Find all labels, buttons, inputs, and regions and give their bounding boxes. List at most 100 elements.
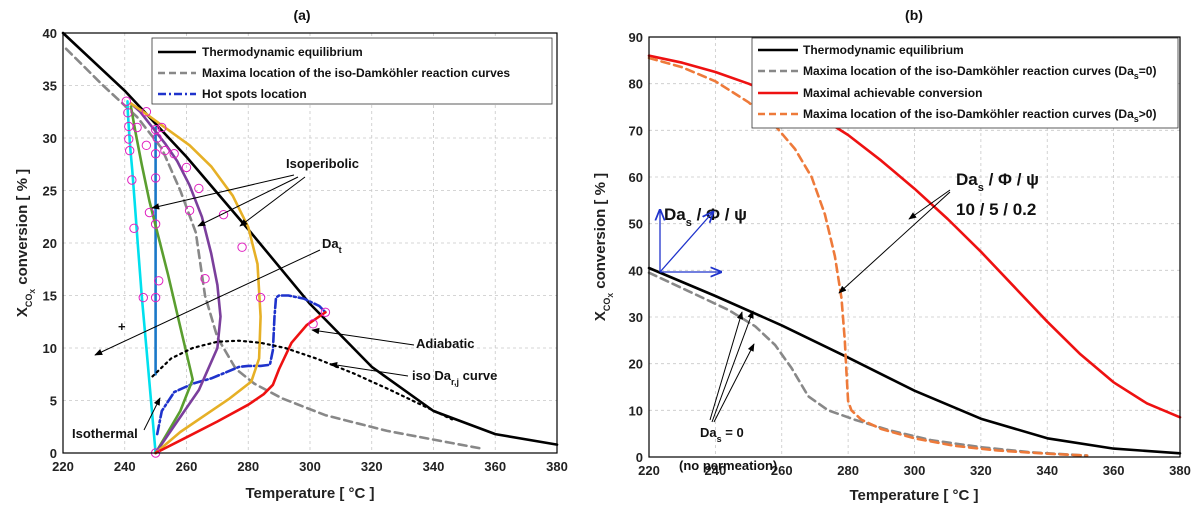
panel-a: (a) 220 240 260 280 300 320 340 360 380 0 5 10 15 20… xyxy=(14,7,568,502)
series-line-0 xyxy=(647,266,1182,455)
data-point-marker xyxy=(157,122,167,133)
x-tick-label: 300 xyxy=(299,459,321,474)
x-tick-label: 340 xyxy=(1036,463,1058,478)
x-tick-label: 260 xyxy=(176,459,198,474)
annotation-isothermal: Isothermal xyxy=(72,426,138,441)
panel-a-y-ticks: 0 5 10 15 20 25 30 35 40 xyxy=(43,26,57,461)
data-point-marker xyxy=(181,162,192,173)
x-tick-label: 320 xyxy=(970,463,992,478)
panel-b-annotations: Das / Φ / ψ 10 / 5 / 0.2 Das / Φ / ψ Das… xyxy=(660,170,1039,473)
x-tick-label: 340 xyxy=(423,459,445,474)
data-point-marker xyxy=(138,292,148,303)
x-tick-label: 360 xyxy=(484,459,506,474)
y-tick-label: 0 xyxy=(50,446,57,461)
panel-a-legend-label-maxima: Maxima location of the iso-Damköhler rea… xyxy=(202,66,510,80)
data-point-marker xyxy=(141,140,152,151)
data-point-marker xyxy=(129,223,139,234)
arrow-das-zero-3 xyxy=(711,310,754,423)
data-point-marker xyxy=(150,292,161,303)
y-tick-label: 40 xyxy=(629,263,643,278)
y-tick-label: 10 xyxy=(43,341,57,356)
data-point-marker xyxy=(152,133,162,143)
panel-b-plot-frame xyxy=(648,36,1181,458)
x-tick-label: 380 xyxy=(546,459,568,474)
data-point-marker xyxy=(169,149,179,159)
y-tick-label: 10 xyxy=(629,403,643,418)
y-tick-label: 70 xyxy=(629,123,643,138)
panel-a-x-axis-label: Temperature [ °C ] xyxy=(245,485,374,502)
arrow-isothermal xyxy=(143,397,161,431)
y-tick-label: 90 xyxy=(629,30,643,45)
panel-b-y-axis-label: XCOX conversion [ % ] xyxy=(592,173,615,321)
data-point-marker xyxy=(121,96,131,106)
x-tick-label: 280 xyxy=(237,459,259,474)
y-tick-label: 5 xyxy=(50,394,57,409)
data-point-marker xyxy=(150,149,161,159)
data-point-marker xyxy=(132,122,142,133)
panel-b-legend-label-maxima-das0: Maxima location of the iso-Damköhler rea… xyxy=(803,64,1156,81)
y-tick-label: 60 xyxy=(629,170,643,185)
data-point-marker xyxy=(124,134,134,144)
direction-arrow-diag xyxy=(659,212,713,273)
arrow-isoperibolic-2 xyxy=(197,176,299,227)
x-tick-label: 240 xyxy=(114,459,136,474)
arrow-das-right-1 xyxy=(908,189,951,220)
annotation-plus: + xyxy=(118,319,126,334)
arrow-adiabatic xyxy=(311,327,415,346)
panel-a-legend-box xyxy=(151,37,553,105)
data-point-marker xyxy=(200,274,210,284)
arrow-iso-dar xyxy=(329,361,409,377)
y-tick-label: 15 xyxy=(43,289,57,304)
arrow-das-zero-2 xyxy=(713,343,755,423)
series-line-1 xyxy=(647,271,1089,457)
data-point-marker xyxy=(144,207,155,218)
series-line-9 xyxy=(151,339,454,421)
panel-b: (b) 220 240 260 280 300 320 340 360 380 0 10 20 30 4… xyxy=(592,7,1191,504)
panel-b-legend-label-maximal: Maximal achievable conversion xyxy=(803,86,982,100)
y-tick-label: 35 xyxy=(43,79,57,94)
y-tick-label: 30 xyxy=(629,310,643,325)
arrow-isoperibolic-1 xyxy=(151,174,295,210)
x-tick-label: 380 xyxy=(1169,463,1191,478)
data-point-marker xyxy=(127,175,137,185)
series-line-2 xyxy=(647,54,1182,419)
panel-a-plot-frame xyxy=(62,32,558,454)
y-tick-label: 80 xyxy=(629,77,643,92)
x-tick-label: 320 xyxy=(361,459,383,474)
x-tick-label: 300 xyxy=(904,463,926,478)
x-tick-label: 260 xyxy=(771,463,793,478)
y-tick-label: 30 xyxy=(43,131,57,146)
x-tick-label: 360 xyxy=(1103,463,1125,478)
data-point-marker xyxy=(154,276,164,286)
y-tick-label: 25 xyxy=(43,184,57,199)
y-tick-label: 20 xyxy=(629,357,643,372)
panel-b-legend-label-maxima-das-pos: Maxima location of the iso-Damköhler rea… xyxy=(803,107,1156,124)
annotation-no-permeation: (no permeation) xyxy=(679,458,777,473)
x-tick-label: 240 xyxy=(705,463,727,478)
panel-b-legend: Thermodynamic equilibrium Maxima locatio… xyxy=(751,37,1179,129)
y-tick-label: 40 xyxy=(43,26,57,41)
data-point-marker xyxy=(141,107,152,117)
y-tick-label: 0 xyxy=(636,450,643,465)
data-point-marker xyxy=(218,209,229,220)
data-point-marker xyxy=(124,145,135,156)
panel-b-x-ticks: 220 240 260 280 300 320 340 360 380 xyxy=(638,463,1191,478)
panel-b-x-axis-label: Temperature [ °C ] xyxy=(849,487,978,504)
panel-a-x-ticks: 220 240 260 280 300 320 340 360 380 xyxy=(52,459,568,474)
data-point-marker xyxy=(160,145,170,156)
panel-a-annotations: Isoperibolic Dat + Adiabatic iso Dar,j c… xyxy=(72,156,497,441)
panel-a-y-axis-label: XCOX conversion [ % ] xyxy=(14,169,37,317)
data-point-marker xyxy=(150,173,161,183)
arrow-das-zero-1 xyxy=(709,311,744,421)
y-tick-label: 20 xyxy=(43,236,57,251)
data-point-marker xyxy=(237,242,247,252)
panel-b-y-ticks: 0 10 20 30 40 50 60 70 80 90 xyxy=(629,30,643,465)
annotation-isoperibolic: Isoperibolic xyxy=(286,156,359,171)
arrow-da-t xyxy=(94,249,321,356)
series-line-6 xyxy=(129,102,222,455)
series-line-8 xyxy=(154,311,327,455)
annotation-da-t: Dat xyxy=(322,236,342,255)
y-tick-label: 50 xyxy=(629,217,643,232)
data-point-marker xyxy=(123,108,133,118)
